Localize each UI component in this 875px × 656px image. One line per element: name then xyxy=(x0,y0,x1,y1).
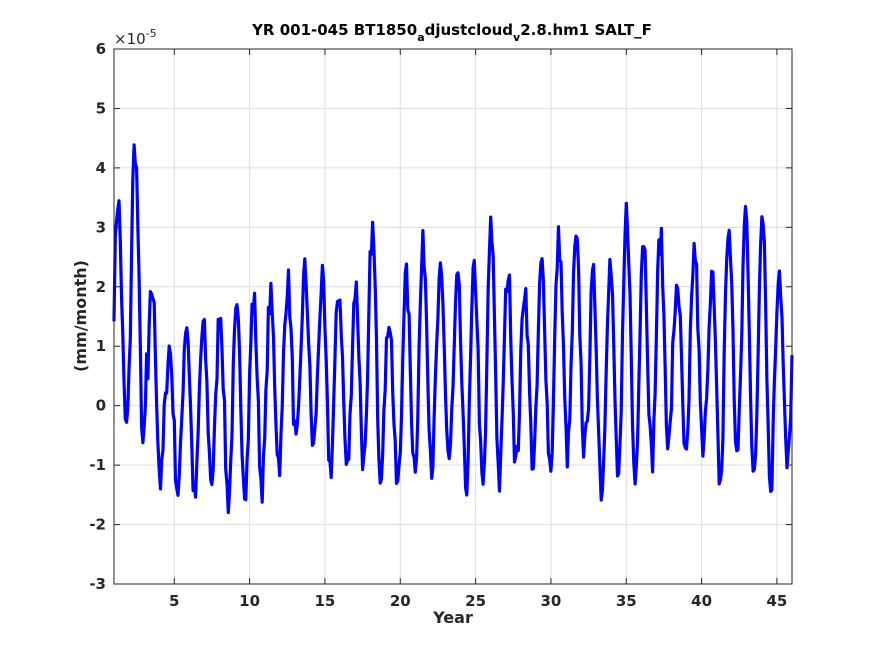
x-tick-label: 45 xyxy=(766,592,787,610)
y-tick-label: -1 xyxy=(89,456,106,474)
tick-marks xyxy=(114,48,792,585)
series-line xyxy=(112,143,794,515)
data-series xyxy=(112,143,794,515)
chart-title: YR 001-045 BT1850adjustcloudv2.8.hm1 SAL… xyxy=(251,21,652,44)
title-sub-a: a xyxy=(417,31,424,44)
title-sub-v: v xyxy=(513,31,521,44)
y-tick-label: -3 xyxy=(89,575,106,593)
title-prefix: YR 001-045 BT1850 xyxy=(251,21,417,39)
title-suffix: 2.8.hm1 SALT_F xyxy=(520,21,652,39)
x-tick-label: 40 xyxy=(691,592,712,610)
exponent-base: ×10 xyxy=(114,30,146,48)
y-tick-label: 0 xyxy=(96,397,106,415)
y-tick-label: 5 xyxy=(96,99,106,117)
y-tick-label: 2 xyxy=(96,278,106,296)
y-tick-label: 1 xyxy=(96,337,106,355)
axes-box xyxy=(113,48,793,585)
y-axis-label: (mm/month) xyxy=(71,260,90,372)
exponent-label: ×10-5 xyxy=(114,27,157,48)
title-mid: djustcloud xyxy=(425,21,513,39)
y-tick-label: 4 xyxy=(96,159,106,177)
x-tick-label: 20 xyxy=(390,592,411,610)
x-tick-label: 25 xyxy=(465,592,486,610)
y-tick-label: -2 xyxy=(89,516,106,534)
x-tick-label: 30 xyxy=(540,592,561,610)
x-tick-labels: 5 10 15 20 25 30 35 40 45 xyxy=(169,592,787,610)
x-tick-label: 35 xyxy=(616,592,637,610)
y-tick-label: 3 xyxy=(96,218,106,236)
exponent-power: -5 xyxy=(146,27,157,40)
x-axis-label: Year xyxy=(432,608,473,627)
x-tick-label: 10 xyxy=(239,592,260,610)
x-tick-label: 15 xyxy=(314,592,335,610)
x-tick-label: 5 xyxy=(169,592,179,610)
y-tick-labels: -3 -2 -1 0 1 2 3 4 5 6 xyxy=(89,40,106,593)
y-tick-label: 6 xyxy=(96,40,106,58)
